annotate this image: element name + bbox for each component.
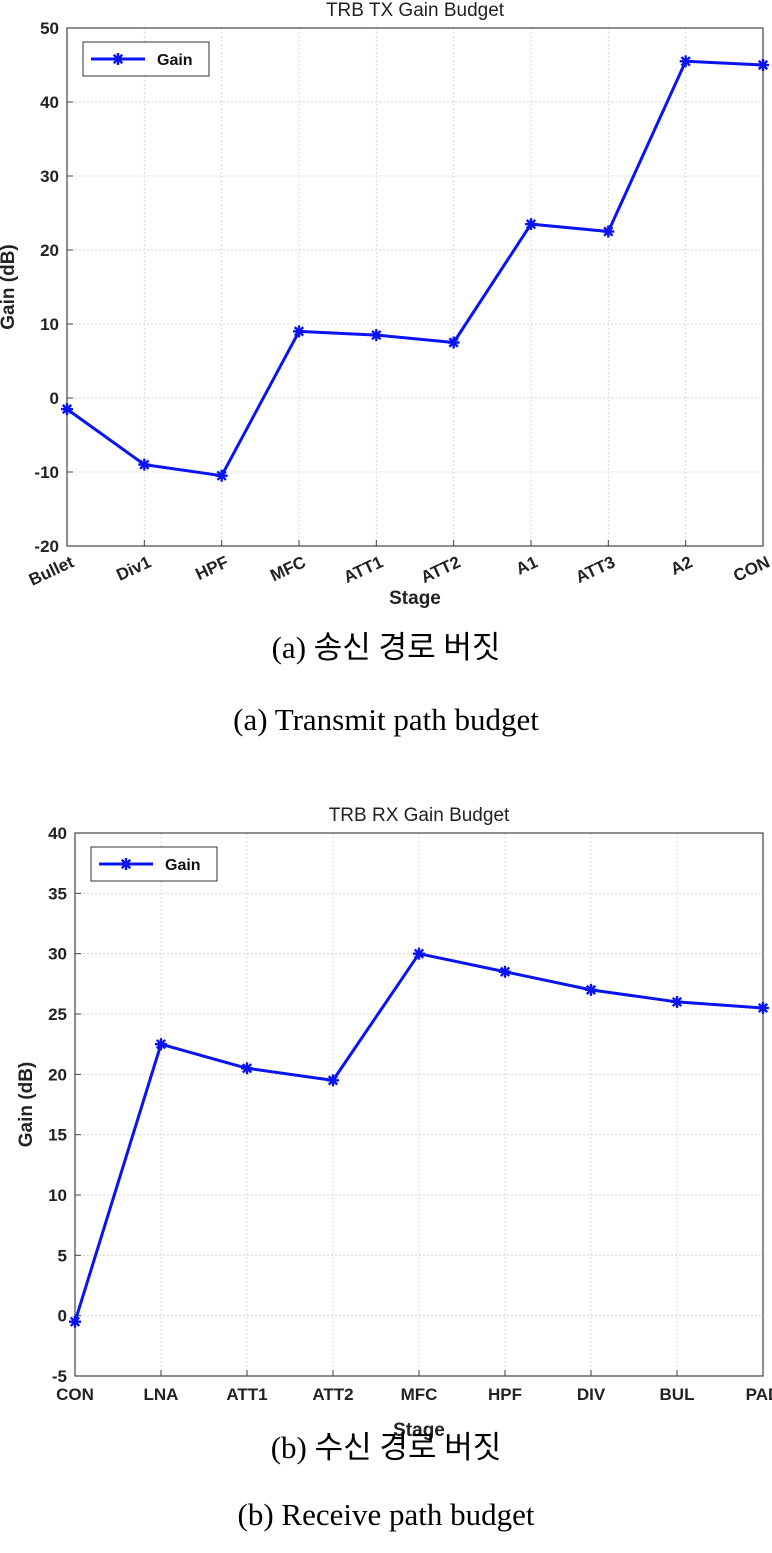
data-point [447,336,460,349]
x-tick-label: MFC [401,1385,438,1404]
data-point [585,983,597,996]
y-axis-label: Gain (dB) [0,244,19,330]
x-tick-label: BUL [660,1385,695,1404]
tx-caption-korean: (a) 송신 경로 버짓 [271,630,501,665]
data-point [370,329,383,342]
plot-area [67,28,763,546]
x-tick-label: A2 [668,552,696,578]
y-tick-label: -20 [34,537,59,556]
x-tick-label: ATT3 [573,552,618,587]
x-tick-label: A1 [513,552,541,578]
legend-marker [120,858,132,870]
series-line-gain [66,59,764,478]
axes-frame [66,27,764,547]
y-tick-label: -5 [52,1367,67,1386]
x-tick-label: Bullet [26,552,77,589]
data-point [602,225,615,238]
data-point [155,1038,167,1051]
data-point [69,1315,81,1328]
legend-label: Gain [165,857,201,874]
data-point [61,403,73,416]
legend-label: Gain [157,52,193,69]
legend: Gain [90,846,218,882]
x-tick-label: HPF [193,552,232,584]
y-tick-label: 5 [58,1246,67,1265]
data-point [215,469,228,482]
tx-gain-chart: -20 -10 0 10 20 30 40 50 Bullet Div1 HPF MFC ATT1 ATT… [0,0,772,609]
x-tick-label: ATT1 [226,1385,267,1404]
x-tick-label: MFC [267,552,308,585]
y-tick-label: 40 [48,824,67,843]
y-tick-label: 50 [40,19,59,38]
y-tick-label: 0 [58,1307,67,1326]
data-point [138,458,151,471]
x-tick-label: CON [56,1385,94,1404]
data-point [241,1062,253,1075]
rx-caption-korean: (b) 수신 경로 버짓 [270,1430,502,1465]
x-tick-label: ATT1 [341,552,386,587]
data-point [293,325,305,338]
x-tick-label: Div1 [113,552,154,584]
rx-gain-chart: -5 0 5 10 15 20 25 30 35 40 CON LNA ATT1 ATT2 MFC HPF DI… [16,805,772,1441]
y-tick-label: 40 [40,93,59,112]
data-point [525,218,537,231]
y-tick-label: 10 [40,315,59,334]
legend: Gain [82,41,210,77]
x-tick-label: ATT2 [418,552,463,587]
y-tick-label: 0 [50,389,59,408]
y-tick-label: 25 [48,1005,67,1024]
y-axis-label: Gain (dB) [16,1062,37,1148]
x-tick-label: CON [730,552,772,585]
x-tick-label: PAD [746,1385,772,1404]
y-tick-label: 20 [40,241,59,260]
data-point [757,1001,769,1014]
y-tick-label: 15 [48,1126,67,1145]
y-tick-label: -10 [34,463,59,482]
y-tick-label: 30 [48,945,67,964]
data-point [413,947,425,960]
x-axis-label: Stage [389,588,441,609]
x-tick-label: HPF [488,1385,522,1404]
y-tick-label: 20 [48,1065,67,1084]
chart-title: TRB RX Gain Budget [329,805,510,826]
x-tick-label: DIV [577,1385,606,1404]
data-point [327,1074,339,1087]
x-tick-label: LNA [144,1385,179,1404]
y-tick-label: 35 [48,884,67,903]
x-axis-label: Stage [393,1420,445,1441]
rx-caption-english: (b) Receive path budget [237,1497,535,1532]
chart-title: TRB TX Gain Budget [326,0,505,21]
data-point [671,995,683,1008]
y-tick-label: 30 [40,167,59,186]
data-point [679,55,692,68]
data-point [499,965,511,978]
tx-caption-english: (a) Transmit path budget [233,702,539,737]
y-tick-label: 10 [48,1186,67,1205]
data-point [757,59,769,71]
legend-marker [112,53,124,65]
x-tick-label: ATT2 [312,1385,353,1404]
